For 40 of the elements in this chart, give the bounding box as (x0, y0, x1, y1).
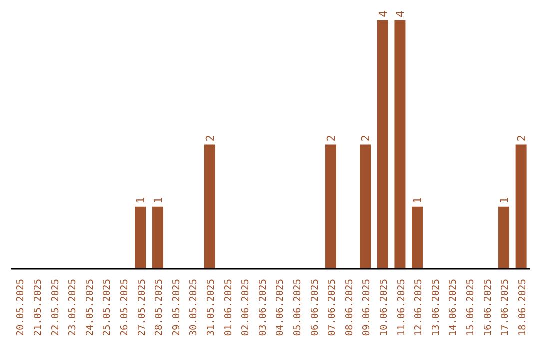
x-tick-label: 30.05.2025 (188, 279, 200, 336)
x-tick-label: 05.06.2025 (292, 279, 304, 336)
x-tick-label: 24.05.2025 (84, 279, 96, 336)
x-tick-label: 23.05.2025 (68, 279, 79, 336)
x-tick-label: 28.05.2025 (154, 279, 166, 336)
x-tick-label: 10.06.2025 (378, 279, 390, 336)
x-tick-label: 06.06.2025 (310, 279, 321, 336)
x-tick-label: 14.06.2025 (448, 279, 460, 336)
data-label: 1 (134, 197, 148, 204)
x-tick-label: 15.06.2025 (465, 279, 476, 336)
x-tick-label: 08.06.2025 (344, 279, 356, 336)
data-label: 4 (394, 10, 408, 18)
x-tick-label: 29.05.2025 (171, 279, 182, 336)
x-tick-label: 04.06.2025 (275, 279, 286, 336)
x-tick-label: 22.05.2025 (50, 279, 62, 336)
data-label: 1 (152, 197, 166, 204)
x-tick-label: 01.06.2025 (223, 279, 234, 336)
x-tick-label: 21.05.2025 (32, 279, 44, 336)
x-tick-label: 20.05.2025 (16, 279, 27, 336)
x-tick-label: 11.06.2025 (396, 279, 408, 336)
data-label: 2 (515, 135, 528, 142)
x-tick-label: 02.06.2025 (240, 279, 252, 336)
x-tick-label: 25.05.2025 (102, 279, 114, 336)
x-tick-label: 27.05.2025 (136, 279, 148, 336)
data-label: 4 (376, 10, 390, 18)
data-label: 2 (325, 135, 338, 142)
data-label: 2 (360, 135, 373, 142)
x-tick-label: 18.06.2025 (517, 279, 528, 336)
x-tick-label: 09.06.2025 (362, 279, 373, 336)
data-label: 2 (204, 135, 217, 142)
x-tick-label: 17.06.2025 (500, 279, 512, 336)
x-tick-label: 07.06.2025 (327, 279, 338, 336)
data-label: 1 (412, 197, 425, 204)
x-tick-label: 12.06.2025 (414, 279, 425, 336)
x-tick-label: 31.05.2025 (206, 279, 217, 336)
data-label: 1 (498, 197, 512, 204)
x-tick-label: 16.06.2025 (482, 279, 494, 336)
x-tick-label: 13.06.2025 (430, 279, 442, 336)
x-tick-label: 03.06.2025 (258, 279, 269, 336)
x-tick-label: 26.05.2025 (119, 279, 130, 336)
